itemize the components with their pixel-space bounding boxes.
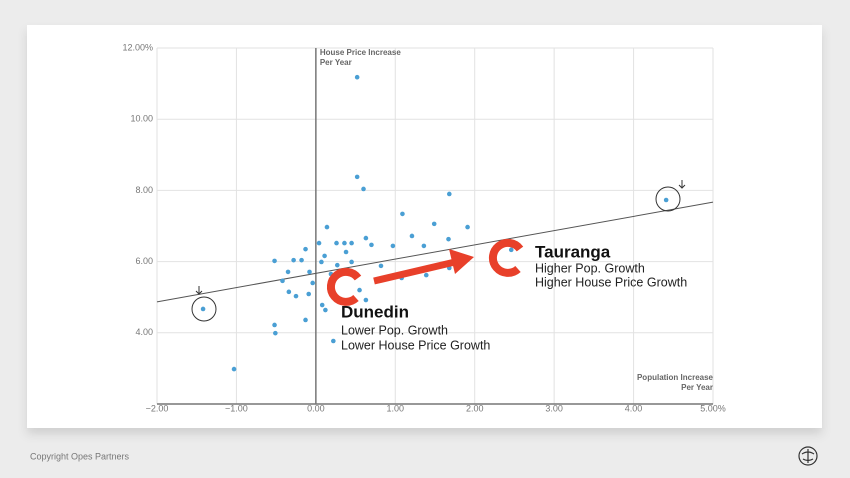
- data-point: [323, 307, 328, 313]
- data-point: [280, 278, 285, 284]
- data-point: [508, 247, 514, 253]
- data-point: [319, 259, 324, 265]
- data-point: [331, 338, 336, 344]
- annotation-line: Lower Pop. Growth: [341, 323, 448, 337]
- data-point: [369, 242, 374, 248]
- data-point: [285, 269, 291, 275]
- data-point: [363, 235, 369, 241]
- data-point: [354, 174, 360, 180]
- x-tick-label: 5.00%: [700, 403, 726, 413]
- annotation-line: Higher Pop. Growth: [535, 261, 645, 275]
- data-point: [446, 191, 452, 197]
- data-point: [354, 74, 360, 80]
- x-tick-label: 1.00: [387, 403, 405, 413]
- data-point: [334, 240, 339, 246]
- data-point: [400, 211, 405, 217]
- y-axis-title: Per Year: [320, 58, 352, 67]
- y-axis-title: House Price Increase: [320, 48, 401, 57]
- data-point: [306, 291, 312, 297]
- card: [27, 25, 822, 428]
- arrow-head: [449, 249, 474, 274]
- data-point: [349, 240, 354, 246]
- y-tick-label: 8.00: [135, 185, 153, 195]
- x-tick-label: 2.00: [466, 403, 484, 413]
- pointer-arrow: [678, 180, 686, 189]
- data-point: [307, 269, 312, 275]
- data-point: [423, 272, 429, 278]
- highlight-circle: [655, 186, 681, 212]
- copyright: Copyright Opes Partners: [30, 451, 130, 461]
- data-point: [316, 240, 322, 246]
- annotation-line: Lower House Price Growth: [341, 338, 490, 352]
- highlight-circle: [191, 296, 217, 322]
- data-point: [272, 258, 277, 264]
- plot: 4.00 6.00 8.00 10.00 12.00% −2.00 −1.00 0.00 1.0…: [122, 42, 725, 413]
- data-point: [421, 243, 427, 249]
- data-point: [431, 221, 437, 227]
- brand-logo: [798, 446, 818, 466]
- data-point: [322, 253, 327, 259]
- x-tick-label: 4.00: [625, 403, 643, 413]
- x-axis-title: Population Increase: [637, 373, 714, 382]
- data-point: [291, 257, 296, 263]
- brand-logo-mark: [801, 449, 815, 463]
- data-point: [378, 263, 384, 269]
- y-tick-label: 4.00: [135, 327, 153, 337]
- data-point: [343, 249, 349, 255]
- data-point: [335, 262, 340, 268]
- x-tick-label: 0.00: [307, 403, 325, 413]
- arrow-shaft: [373, 258, 456, 285]
- data-point: [303, 246, 308, 252]
- data-point: [273, 330, 278, 336]
- y-tick-label: 12.00%: [122, 42, 153, 52]
- annotation-title: Tauranga: [535, 242, 611, 261]
- data-point: [663, 197, 669, 203]
- data-point: [446, 236, 451, 242]
- data-point: [465, 224, 470, 230]
- x-tick-label: −1.00: [225, 403, 248, 413]
- data-point: [272, 322, 277, 328]
- data-point: [390, 243, 396, 249]
- data-point: [324, 224, 330, 230]
- pointer-arrow: [195, 286, 203, 295]
- data-point: [361, 186, 366, 192]
- y-tick-label: 6.00: [135, 256, 153, 266]
- data-point: [286, 289, 292, 295]
- data-point: [200, 306, 206, 312]
- city-logo: [488, 238, 524, 277]
- data-point: [310, 280, 315, 286]
- annotation-line: Higher House Price Growth: [535, 275, 687, 289]
- annotation-title: Dunedin: [341, 302, 409, 321]
- city-logo: [326, 267, 362, 306]
- x-tick-label: −2.00: [146, 403, 169, 413]
- data-point: [363, 297, 369, 303]
- data-point: [349, 259, 354, 265]
- data-point: [409, 233, 415, 239]
- data-point: [357, 287, 362, 293]
- data-point: [231, 366, 237, 372]
- data-point: [293, 293, 299, 299]
- data-point: [319, 302, 325, 308]
- trend-line: [156, 201, 714, 303]
- data-point: [299, 257, 304, 263]
- x-tick-label: 3.00: [545, 403, 563, 413]
- x-axis-title: Per Year: [681, 383, 713, 392]
- data-point: [342, 240, 347, 246]
- y-tick-label: 10.00: [130, 114, 153, 124]
- data-point: [303, 317, 308, 323]
